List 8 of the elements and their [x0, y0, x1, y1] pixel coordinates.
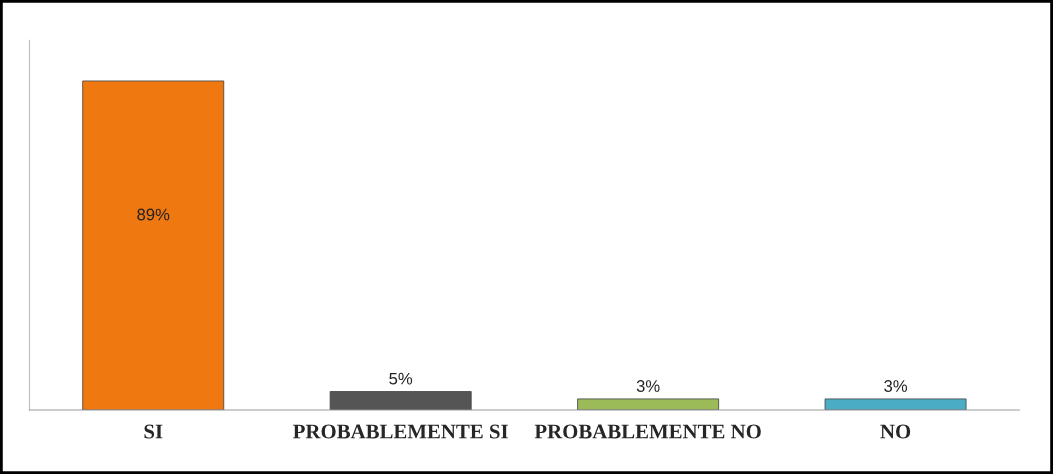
x-tick-label: SI [144, 424, 163, 439]
data-label: 89% [137, 208, 170, 221]
data-label: 3% [636, 380, 660, 392]
x-tick-label: NO [880, 424, 911, 439]
data-label: 3% [884, 380, 908, 392]
x-tick-label: PROBABLEMENTE NO [534, 424, 761, 439]
data-label: 5% [389, 372, 413, 385]
x-tick-label: PROBABLEMENTE SI [293, 424, 508, 439]
